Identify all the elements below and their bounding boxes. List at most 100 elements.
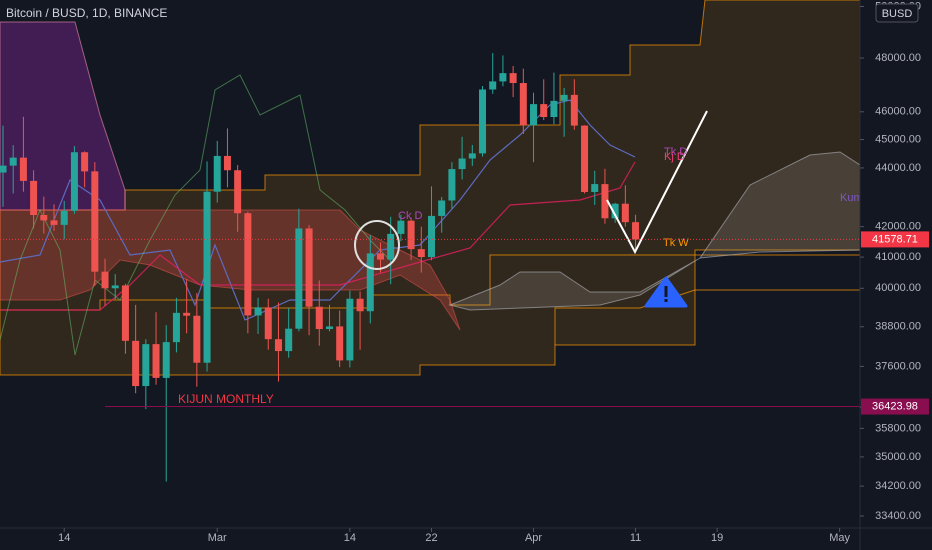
candle-body (142, 344, 150, 387)
axes: 50000.0048000.0046000.0045000.0044000.00… (58, 0, 929, 544)
annotation: Kj D (664, 151, 685, 163)
candle-body (468, 153, 476, 159)
candle-body (285, 328, 293, 352)
candle-body (70, 152, 78, 211)
candle-body (489, 81, 497, 90)
cloud-gray (448, 151, 860, 311)
candle-body (346, 298, 354, 361)
lagging-line (0, 74, 391, 356)
last-price-label: 41578.71 (872, 233, 918, 245)
candle-body (223, 155, 231, 171)
warning-icon (644, 276, 688, 308)
candle-body (91, 171, 99, 272)
annotation: Tk W (663, 237, 689, 249)
tenkan-line (0, 99, 636, 321)
candle-body (50, 220, 58, 225)
x-tick-label: 14 (58, 532, 70, 544)
candle-body (356, 298, 364, 312)
cloud-red (0, 209, 461, 331)
candle-body (111, 285, 119, 289)
x-tick-label: Apr (525, 532, 542, 544)
annotation: Tk D (664, 146, 687, 158)
candle-body (458, 158, 466, 170)
candle-body (121, 285, 129, 341)
candle-body (397, 220, 405, 234)
candle-body (172, 312, 180, 343)
candle-body (295, 228, 303, 329)
candle-body (193, 315, 201, 363)
y-tick-label: 40000.00 (875, 282, 921, 294)
candle-body (9, 157, 17, 166)
candle-body (325, 326, 333, 330)
candle-body (376, 253, 384, 260)
chart-title: Bitcoin / BUSD, 1D, BINANCE (6, 6, 167, 20)
candle-body (560, 94, 568, 101)
y-tick-label: 41000.00 (875, 251, 921, 263)
candle-body (611, 203, 619, 219)
y-tick-label: 44000.00 (875, 162, 921, 174)
highlight-circle (354, 220, 400, 270)
candle-body (81, 152, 89, 172)
currency-label: BUSD (882, 8, 913, 20)
candle-body (244, 213, 252, 316)
y-tick-label: 35000.00 (875, 451, 921, 463)
plot-area: KIJUN MONTHLY Ck D Tk D Kj D Tk W Kum (0, 0, 863, 482)
candle-body (417, 249, 425, 258)
candle-body (30, 180, 38, 216)
cloud-bearish (0, 21, 126, 211)
x-tick-label: 19 (711, 532, 723, 544)
candle-body (19, 157, 27, 181)
kijun-price-box (861, 398, 929, 415)
x-tick-label: May (829, 532, 850, 544)
candle-body (60, 210, 68, 225)
candle-body (336, 326, 344, 361)
currency-box (875, 3, 919, 23)
last-price-box (861, 231, 929, 248)
candle-body (387, 233, 395, 260)
x-tick-label: 22 (425, 532, 437, 544)
candle-body (152, 344, 160, 378)
candle-body (428, 215, 435, 258)
candle-body (509, 73, 517, 84)
candle-body (601, 184, 609, 219)
candle-body (540, 104, 548, 118)
weekly-band (0, 0, 860, 376)
candle-body (101, 271, 109, 289)
candle-body (162, 342, 170, 378)
kijun-price-label: 36423.98 (872, 400, 918, 412)
candle-body (203, 191, 211, 363)
candle-body (40, 215, 48, 221)
candle-body (519, 83, 527, 126)
candle-body (274, 339, 282, 352)
y-tick-label: 46000.00 (875, 106, 921, 118)
candle-body (499, 73, 507, 82)
candles (0, 53, 640, 482)
candle-body (407, 220, 415, 250)
candle-body (254, 307, 262, 316)
candle-body (570, 94, 578, 126)
candle-body (591, 184, 599, 192)
annotation: KIJUN MONTHLY (178, 392, 274, 406)
candle-body (234, 170, 242, 214)
candle-body (366, 253, 374, 312)
y-tick-label: 38800.00 (875, 321, 921, 333)
candle-body (305, 228, 313, 307)
candle-body (213, 155, 221, 192)
y-tick-label: 48000.00 (875, 52, 921, 64)
annotation: Kum (840, 192, 863, 204)
candle-body (530, 104, 538, 126)
y-tick-label: 34200.00 (875, 480, 921, 492)
candle-body (315, 306, 323, 330)
candle-body (132, 340, 140, 387)
candle-body (581, 125, 589, 192)
x-tick-label: 11 (630, 532, 641, 544)
y-tick-label: 37600.00 (875, 360, 921, 372)
y-tick-label: 45000.00 (875, 133, 921, 145)
annotation: Ck D (398, 210, 423, 222)
y-tick-label: 42000.00 (875, 221, 921, 233)
candle-body (183, 312, 191, 316)
candle-body (479, 89, 487, 154)
candle-body (550, 100, 558, 118)
